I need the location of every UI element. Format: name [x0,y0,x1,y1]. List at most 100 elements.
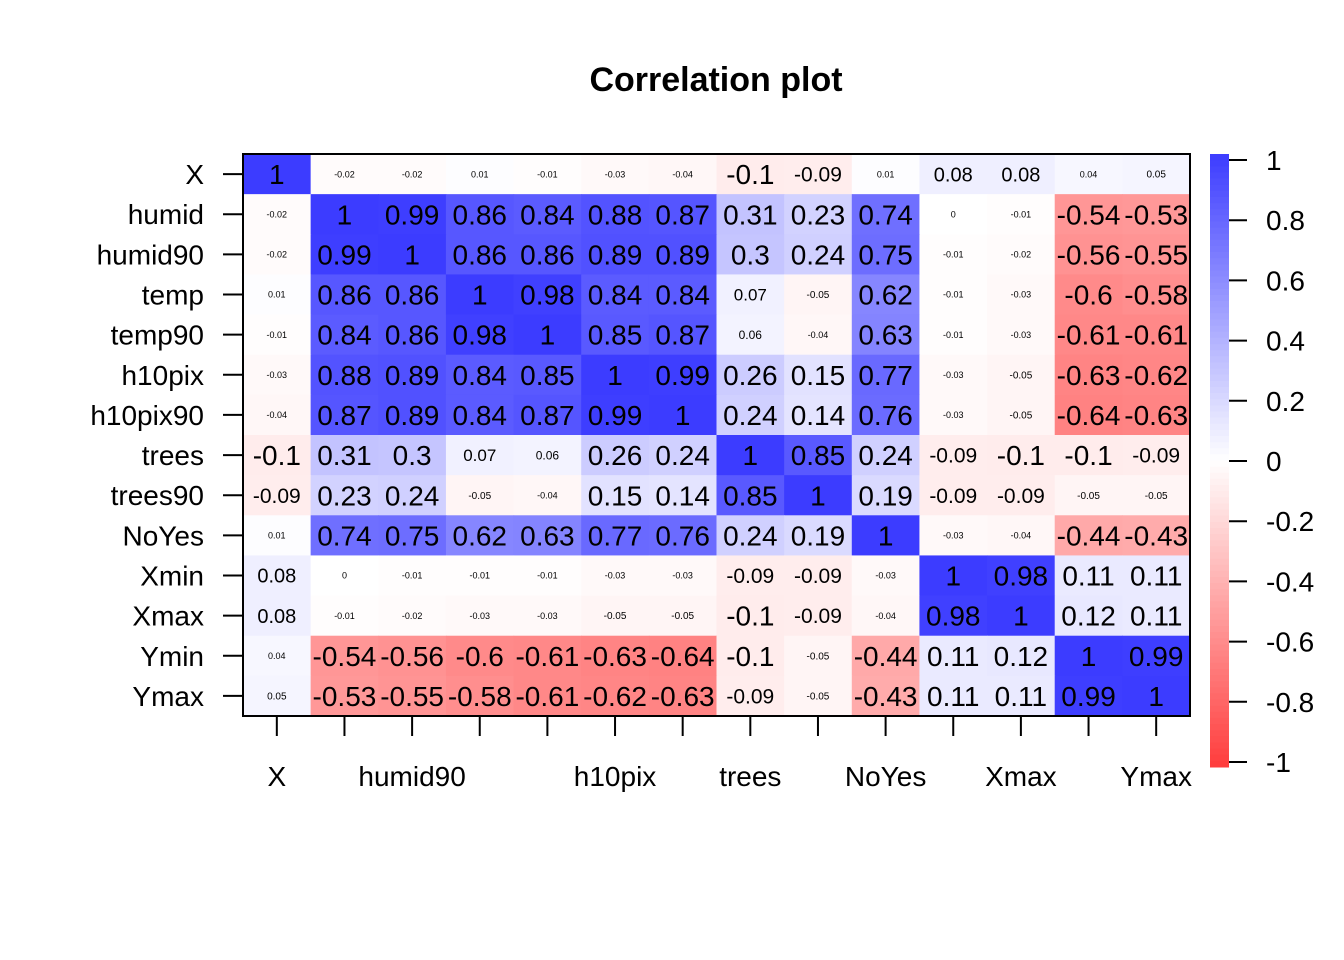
heatmap-cell-label: -0.03 [469,611,490,621]
heatmap-cell [445,555,515,597]
heatmap-cell-label: -0.05 [1077,491,1100,502]
heatmap-cell-label: -0.05 [807,692,830,703]
heatmap-cell-label: 0.12 [1061,601,1116,632]
heatmap-cell [851,515,921,557]
heatmap-cell-label: 0.08 [257,566,296,588]
heatmap-cell-label: 0.84 [317,320,372,351]
heatmap-cell-label: -0.05 [807,290,830,301]
heatmap-cell [987,234,1056,276]
colorbar-segment [1210,190,1229,198]
heatmap-cell-label: -0.01 [469,571,490,581]
colorbar-segment [1210,294,1229,302]
heatmap-cell-label: 0.85 [791,440,846,471]
heatmap-cell [1122,314,1191,356]
heatmap-cell-label: 0.01 [877,169,895,179]
heatmap-cell [513,394,582,436]
heatmap-cell [1054,194,1123,235]
colorbar-segment [1210,730,1229,737]
heatmap-cell-label: -0.1 [997,440,1045,471]
colorbar-segment [1210,748,1229,756]
heatmap-cell [784,394,853,436]
heatmap-cell [243,675,312,717]
heatmap-cell-label: 0.11 [995,681,1047,712]
colorbar-segment [1210,607,1229,615]
heatmap-cell-label: -0.03 [267,370,288,380]
heatmap-cell [987,274,1056,316]
heatmap-cell [851,314,921,356]
heatmap-cell [1054,595,1123,637]
heatmap-cell [987,194,1056,235]
heatmap-cell [378,354,447,396]
heatmap-cell-label: 0 [951,209,956,219]
colorbar-segment [1210,460,1229,468]
colorbar-segment [1210,546,1229,553]
colorbar-segment [1210,570,1229,578]
heatmap-cell [716,435,785,476]
colorbar-segment [1210,221,1229,229]
colorbar-segment [1210,589,1229,596]
heatmap-cell-label: 0.89 [655,239,710,270]
x-tick-label: humid90 [358,761,465,792]
heatmap-cell [310,515,379,557]
heatmap-cell [716,475,785,516]
heatmap-cell-label: 0.05 [1146,170,1166,181]
heatmap-cell-label: 0.07 [734,286,767,305]
heatmap-cell [1054,154,1123,195]
heatmap-cell [716,194,785,235]
heatmap-cell [445,394,515,436]
x-tick-label: h10pix [574,761,657,792]
heatmap-cell-label: -0.01 [537,571,558,581]
heatmap-cell [1054,555,1123,597]
heatmap-cell-label: -0.04 [1011,531,1032,541]
heatmap-cell [310,194,379,235]
heatmap-cell [851,435,921,476]
heatmap-cell [784,194,853,235]
heatmap-cell-label: 0.87 [317,400,372,431]
heatmap-cell-label: -0.03 [875,571,896,581]
colorbar-segment [1210,442,1229,449]
colorbar-segment [1210,429,1229,437]
y-tick-label: Ymax [132,681,204,712]
heatmap-cell-label: -0.04 [808,330,829,340]
colorbar-segment [1210,245,1229,253]
heatmap-cell-label: 0.99 [1129,641,1184,672]
heatmap-cell-label: 1 [743,440,759,471]
colorbar-segment [1210,386,1229,394]
colorbar-segment [1210,742,1229,750]
heatmap-cell [1122,555,1191,597]
heatmap-cell [243,475,312,516]
heatmap-cell-label: 0.99 [385,199,440,230]
colorbar-segment [1210,527,1229,535]
heatmap-cell-label: -0.09 [726,685,774,708]
heatmap-cell [378,194,447,235]
heatmap-cell [581,194,650,235]
heatmap-cell-label: -0.05 [1009,411,1032,422]
heatmap-cell [919,675,988,717]
y-tick-label: h10pix90 [90,400,204,431]
heatmap-cell-label: -0.02 [267,250,288,260]
heatmap-cell-label: -0.01 [943,330,964,340]
colorbar-segment [1210,638,1229,645]
colorbar-segment [1210,681,1229,688]
heatmap-cell-label: 0.87 [655,320,710,351]
heatmap-cell [310,675,379,717]
heatmap-cell [513,675,582,717]
heatmap-cell-label: 0.84 [655,280,710,311]
colorbar-segment [1210,675,1229,682]
heatmap-cell-label: -0.02 [402,169,423,179]
heatmap-cell-label: -0.1 [253,440,301,471]
colorbar-segment [1210,668,1229,676]
colorbar-segment [1210,184,1229,192]
heatmap-cell [243,515,312,557]
colorbar-segment [1210,313,1229,321]
colorbar-segment [1210,662,1229,670]
heatmap-cell [851,595,921,637]
heatmap-cell-label: -0.03 [943,410,964,420]
heatmap-cell [1054,675,1123,717]
heatmap-cell [1122,635,1191,677]
heatmap-cell [648,435,718,476]
heatmap-cell [581,475,650,516]
heatmap-cell-label: 0.84 [453,360,508,391]
heatmap-cell-label: 0.77 [588,520,643,551]
